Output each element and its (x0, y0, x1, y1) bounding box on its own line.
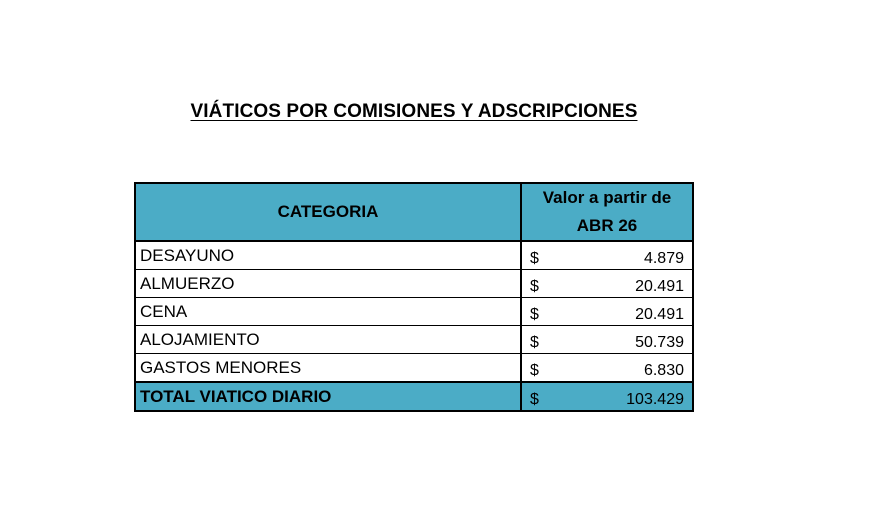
currency-symbol: $ (530, 278, 539, 295)
row-value: $ 20.491 (520, 269, 694, 298)
row-category: ALOJAMIENTO (134, 325, 522, 354)
column-header-value-line2: ABR 26 (576, 216, 638, 235)
column-header-category: CATEGORIA (134, 182, 522, 242)
total-category: TOTAL VIATICO DIARIO (134, 381, 522, 412)
currency-symbol: $ (530, 362, 539, 379)
row-value: $ 4.879 (520, 240, 694, 270)
table-row: GASTOS MENORES $ 6.830 (134, 353, 694, 383)
table-row: ALOJAMIENTO $ 50.739 (134, 325, 694, 354)
row-value: $ 6.830 (520, 353, 694, 383)
amount: 50.739 (635, 334, 684, 351)
table-row: DESAYUNO $ 4.879 (134, 240, 694, 270)
column-header-value: Valor a partir de ABR 26 (520, 182, 694, 242)
total-row: TOTAL VIATICO DIARIO $ 103.429 (134, 381, 694, 412)
amount: 4.879 (643, 250, 684, 267)
page-title: VIÁTICOS POR COMISIONES Y ADSCRIPCIONES (190, 101, 638, 122)
table-header-row: CATEGORIA Valor a partir de ABR 26 (134, 182, 694, 242)
row-category: ALMUERZO (134, 269, 522, 298)
table-row: ALMUERZO $ 20.491 (134, 269, 694, 298)
currency-symbol: $ (530, 250, 539, 267)
currency-symbol: $ (530, 306, 539, 323)
row-value: $ 20.491 (520, 297, 694, 326)
amount: 20.491 (635, 306, 684, 323)
total-amount: 103.429 (626, 391, 684, 408)
currency-symbol: $ (530, 334, 539, 351)
row-category: DESAYUNO (134, 240, 522, 270)
currency-symbol: $ (530, 391, 539, 408)
amount: 6.830 (643, 362, 684, 379)
row-category: GASTOS MENORES (134, 353, 522, 383)
viaticos-table: CATEGORIA Valor a partir de ABR 26 DESAY… (134, 182, 694, 412)
table-row: CENA $ 20.491 (134, 297, 694, 326)
row-value: $ 50.739 (520, 325, 694, 354)
amount: 20.491 (635, 278, 684, 295)
column-header-value-line1: Valor a partir de (542, 188, 672, 207)
row-category: CENA (134, 297, 522, 326)
total-value: $ 103.429 (520, 381, 694, 412)
